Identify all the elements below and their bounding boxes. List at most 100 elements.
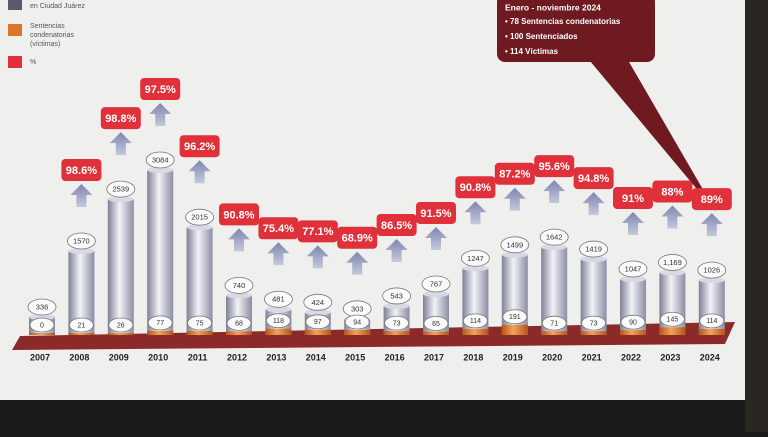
value-oval [108,317,134,333]
pct-label: 89% [701,194,723,206]
value-oval [67,232,96,250]
bar-orange [265,328,292,335]
value-oval [29,317,55,333]
pct-label: 91% [622,193,644,205]
bar-orange [698,328,725,335]
bar-top [501,251,528,258]
arrow [228,228,250,252]
arrow [149,103,172,126]
value-oval [462,313,488,329]
arrow [425,226,447,250]
bar-top [226,292,252,299]
x-tick-label: 2015 [345,352,365,362]
value-label: 75 [196,320,204,327]
value-oval [226,315,252,331]
value-oval [224,277,254,294]
bar-orange [659,327,686,335]
value-oval [620,314,646,330]
bar-top [304,309,331,316]
value-label: 68 [235,321,243,328]
x-tick-label: 2007 [30,352,50,362]
bar-orange [107,333,134,335]
value-label: 0 [40,322,44,329]
value-label: 118 [273,318,284,325]
x-tick-label: 2019 [503,352,523,362]
value-oval [502,309,528,325]
value-label: 97 [314,319,322,326]
arrow [385,238,408,262]
bar-orange [68,333,95,335]
value-label: 1499 [506,240,523,249]
pct-label: 88% [661,186,683,198]
legend-wrap: Sentencias condenatorias (víctimas) [30,23,74,48]
pct-box [61,159,102,182]
value-label: 2015 [191,213,208,222]
value-oval [539,228,569,246]
bar [107,199,134,335]
legend-label: % [30,59,36,66]
pct-box [455,176,496,199]
bar-top [186,224,213,231]
value-label: 191 [509,314,521,321]
bar-orange [226,331,252,335]
arrow [661,205,684,229]
x-tick-label: 2008 [69,352,89,362]
x-tick-label: 2009 [109,352,129,362]
legend-label: Sentencias condenatorias (víctimas) [30,23,74,48]
bar-top [541,244,568,251]
x-tick-label: 2012 [227,352,247,362]
bar-orange [344,329,371,335]
value-label: 1419 [585,245,602,254]
value-oval [265,313,291,329]
arrow [70,184,93,208]
value-label: 424 [312,298,325,307]
pct-box [179,135,220,158]
value-oval [618,260,648,278]
bar-top [580,256,607,263]
pct-box [494,162,535,185]
pct-label: 90.8% [460,182,491,194]
x-tick-label: 2013 [266,352,286,362]
value-label: 21 [78,322,86,329]
callout-title: Enero - noviembre 2024 [505,2,601,12]
value-oval [187,315,213,331]
arrow [700,213,723,237]
value-label: 3084 [152,155,169,164]
pct-label: 86.5% [381,220,412,232]
bar-top [620,275,646,282]
x-tick-label: 2017 [424,352,444,362]
value-oval [185,208,215,226]
arrow [543,180,566,204]
pct-label: 95.6% [539,161,570,173]
x-tick-label: 2022 [621,352,641,362]
value-oval [263,290,293,308]
x-tick-label: 2018 [463,352,483,362]
arrow [582,192,605,216]
arrow [188,160,211,184]
value-label: 73 [393,320,401,327]
pct-box [534,155,575,178]
pct-box [613,186,653,209]
value-oval [147,315,173,331]
bar-top [29,314,55,321]
bar-top [462,265,489,272]
callout-pointer [585,55,716,212]
value-oval [541,315,567,331]
value-label: 90 [629,320,637,327]
value-label: 740 [233,281,246,290]
value-oval [344,314,370,330]
value-label: 767 [430,279,443,288]
arrow [267,242,290,266]
pct-label: 77.1% [302,226,333,238]
arrow [306,245,329,269]
pct-box [219,203,259,226]
pct-label: 68.9% [342,233,373,245]
pct-label: 97.5% [145,84,176,96]
value-oval [697,261,727,279]
x-tick-label: 2024 [700,352,720,362]
value-oval [303,293,333,311]
pct-box [337,226,378,249]
pct-label: 98.8% [105,113,136,125]
pct-box [652,180,693,203]
